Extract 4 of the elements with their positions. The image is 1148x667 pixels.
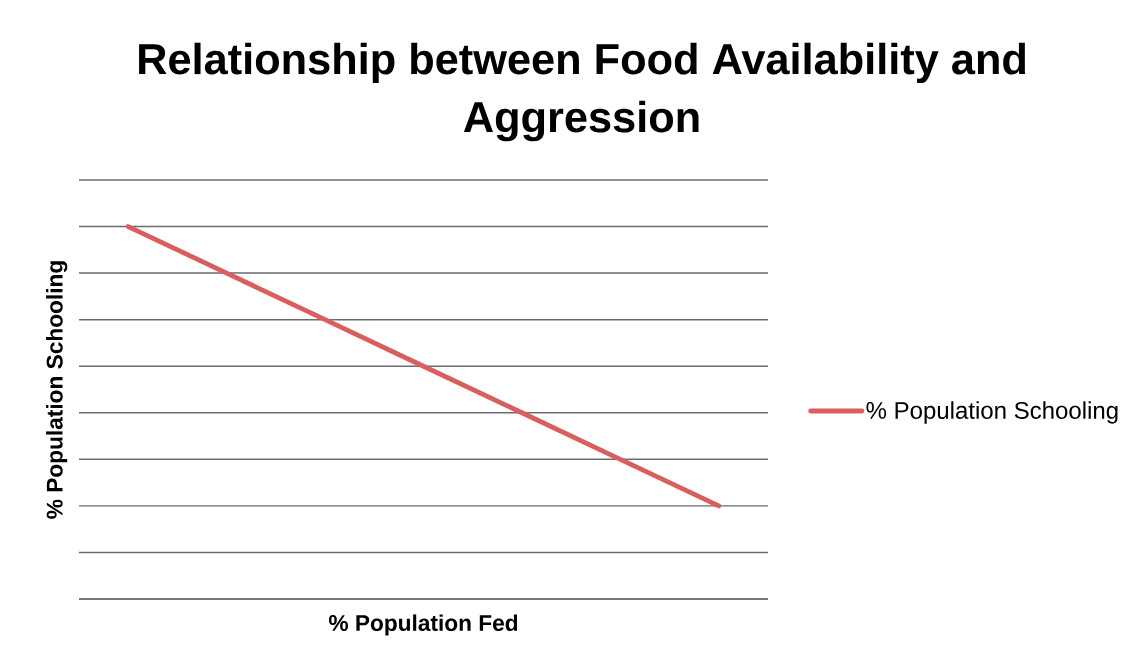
y-axis-title: % Population Schooling	[46, 261, 68, 519]
legend-label: % Population Schooling	[866, 401, 1118, 424]
chart-title: Relationship between Food Availability and Aggression	[139, 42, 1026, 142]
x-axis-title: % Population Fed	[328, 614, 518, 636]
